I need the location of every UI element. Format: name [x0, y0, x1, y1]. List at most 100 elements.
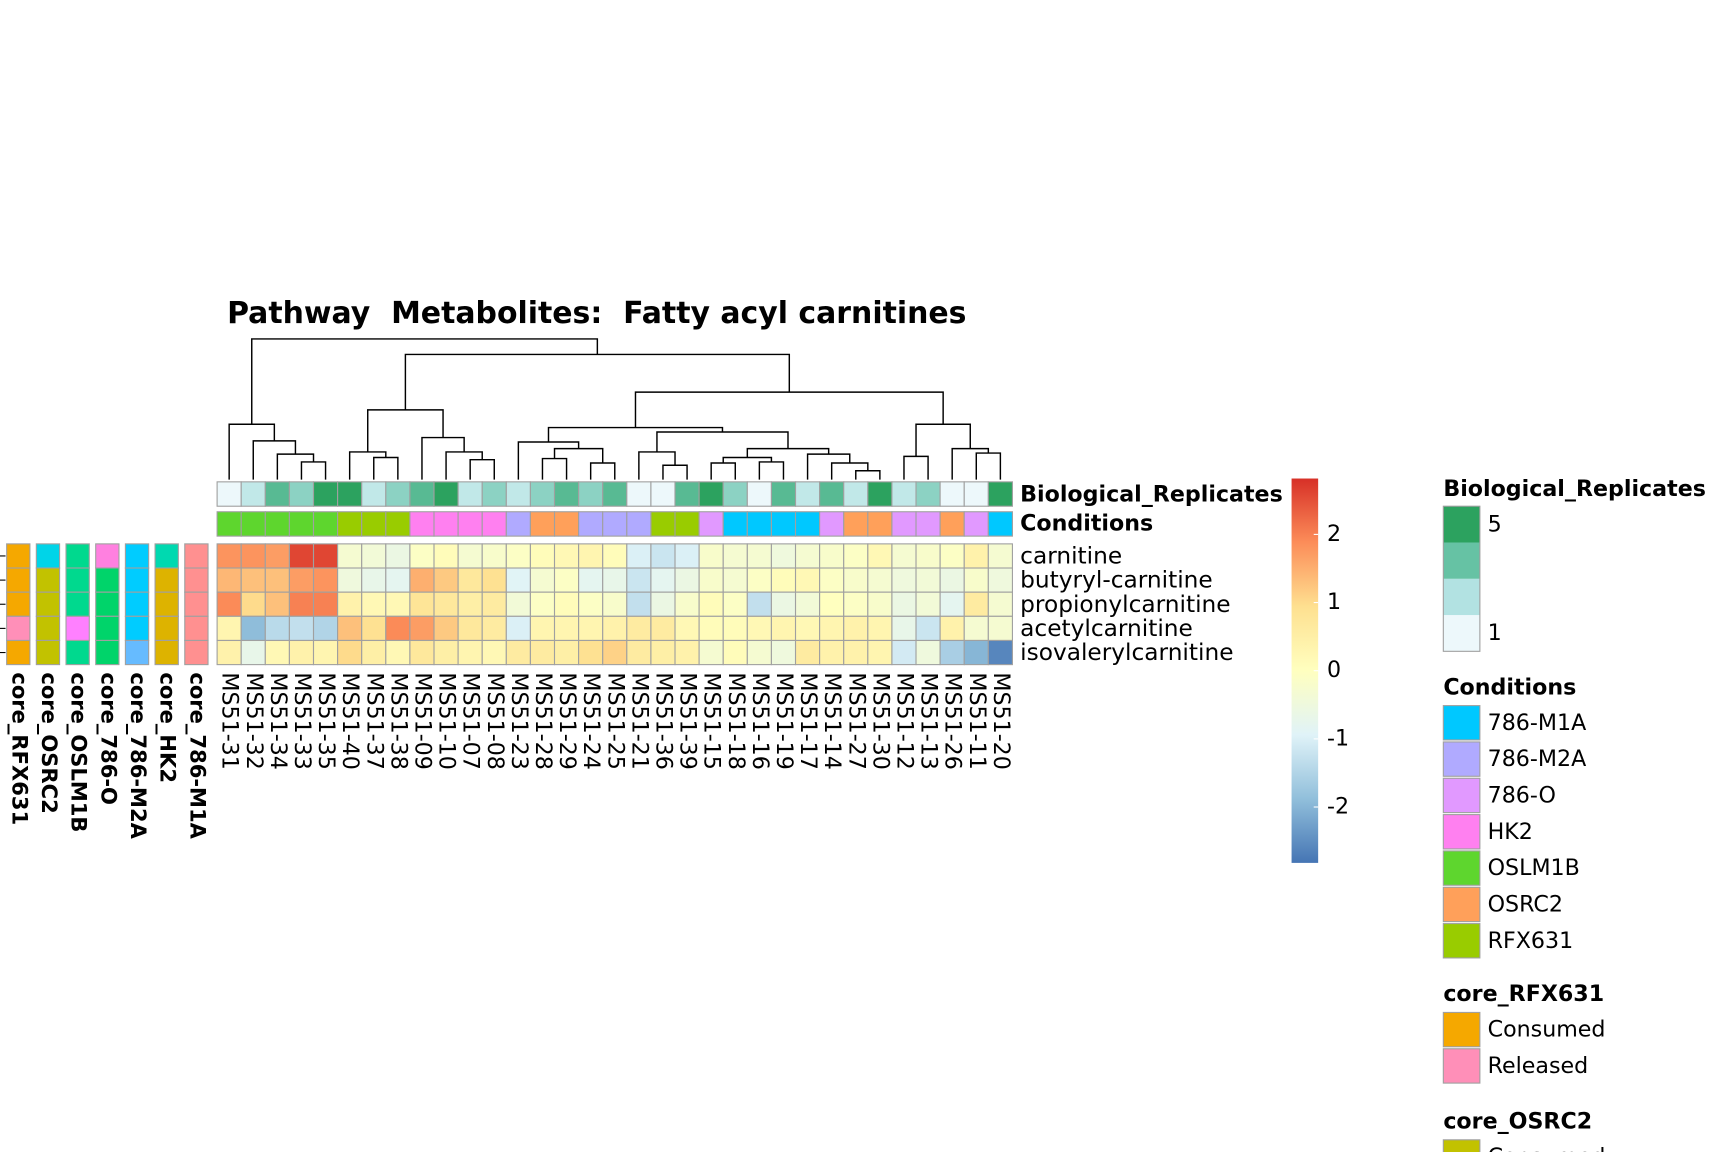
condition-cell [264, 511, 290, 537]
heatmap-cell [819, 615, 845, 642]
heatmap-cell [457, 615, 483, 642]
heatmap-cell [626, 615, 652, 642]
column-label: MS51-29 [554, 672, 580, 770]
dendrogram-link [710, 462, 736, 480]
heatmap-cell [457, 543, 483, 569]
legend-label: HK2 [1488, 819, 1533, 845]
dendrogram-link [547, 426, 724, 442]
heatmap-cell [843, 615, 869, 642]
heatmap-cell [698, 591, 724, 617]
heatmap-cell [963, 639, 989, 666]
dendrogram-link [662, 464, 688, 480]
replicate-cell [409, 481, 435, 507]
row-annotation-cell [184, 615, 209, 642]
row-annotation-label: core_OSRC2 [37, 672, 62, 813]
condition-cell [216, 511, 242, 537]
row-annotation-cell [65, 567, 90, 593]
dendrogram-link [252, 440, 297, 480]
dendrogram-link [404, 353, 791, 410]
legend-label: 786-M1A [1488, 710, 1587, 736]
heatmap-cell [288, 615, 315, 642]
heatmap-cell [867, 567, 893, 593]
replicate-cell [650, 481, 676, 507]
heatmap-cell [529, 567, 556, 593]
condition-cell [240, 511, 266, 537]
dendrogram-link [746, 447, 830, 458]
column-label: MS51-20 [988, 672, 1014, 770]
row-annotation-cell [35, 639, 61, 666]
heatmap-cell [240, 567, 266, 593]
heatmap-cell [312, 543, 339, 569]
column-label: MS51-18 [723, 672, 749, 770]
heatmap-cell [626, 567, 652, 593]
column-label: MS51-09 [409, 672, 435, 770]
heatmap-cell [819, 591, 845, 617]
condition-cell [650, 511, 676, 537]
legend-swatch [1442, 923, 1481, 959]
heatmap-cell [963, 591, 989, 617]
heatmap-cell [578, 615, 604, 642]
dendrogram-link [300, 461, 327, 480]
heatmap-cell [698, 567, 724, 593]
legend-title: core_OSRC2 [1443, 1109, 1592, 1135]
column-label: MS51-32 [241, 672, 267, 770]
heatmap-cell [409, 591, 435, 617]
heatmap-cell [987, 591, 1013, 617]
column-label: MS51-10 [434, 672, 460, 770]
legend-label: Consumed [1488, 1144, 1606, 1152]
heatmap-cell [867, 591, 893, 617]
heatmap-cell [264, 615, 290, 642]
condition-cell [312, 511, 339, 537]
condition-cell [674, 511, 700, 537]
legend-swatch [1442, 741, 1481, 777]
replicate-cell [433, 481, 459, 507]
heatmap-cell [553, 615, 580, 642]
heatmap-cell [819, 639, 845, 666]
replicate-cell [722, 481, 748, 507]
dendrogram-link [517, 441, 580, 480]
dendrogram-link [975, 452, 1002, 480]
heatmap-cell [819, 543, 845, 569]
replicate-cell [361, 481, 387, 507]
heatmap-cell [553, 639, 580, 666]
dendrogram-link [276, 453, 315, 480]
heatmap-cell [529, 639, 556, 666]
heatmap-cell [867, 543, 893, 569]
heatmap-cell [843, 567, 869, 593]
heatmap-cell [674, 543, 700, 569]
condition-cell [626, 511, 652, 537]
heatmap-cell [216, 567, 242, 593]
heatmap-cell [433, 591, 459, 617]
heatmap-cell [963, 567, 989, 593]
legend-label: 1 [1488, 620, 1502, 646]
heatmap-cell [794, 639, 821, 666]
heatmap-cell [674, 615, 700, 642]
column-label: MS51-14 [819, 672, 845, 770]
condition-cell [578, 511, 604, 537]
column-label: MS51-13 [916, 672, 942, 770]
condition-cell [553, 511, 580, 537]
dendrogram-link [915, 423, 971, 457]
row-annotation-cell [124, 591, 150, 617]
column-label: MS51-08 [482, 672, 508, 769]
heatmap-cell [843, 591, 869, 617]
heatmap-cell [433, 567, 459, 593]
replicate-cell [915, 481, 941, 507]
heatmap-cell [216, 591, 242, 617]
heatmap-cell [698, 543, 724, 569]
heatmap-cell [602, 639, 628, 666]
column-label: MS51-28 [530, 672, 556, 770]
heatmap-cell [987, 567, 1013, 593]
heatmap-cell [578, 639, 604, 666]
heatmap-cell [481, 615, 507, 642]
heatmap-cell [891, 615, 917, 642]
condition-cell [361, 511, 387, 537]
condition-cell [288, 511, 315, 537]
heatmap-cell [915, 543, 941, 569]
heatmap-cell [505, 639, 531, 666]
column-label: MS51-19 [771, 672, 797, 770]
heatmap-cell [578, 543, 604, 569]
heatmap-cell [240, 615, 266, 642]
row-annotation-cell [184, 591, 209, 617]
